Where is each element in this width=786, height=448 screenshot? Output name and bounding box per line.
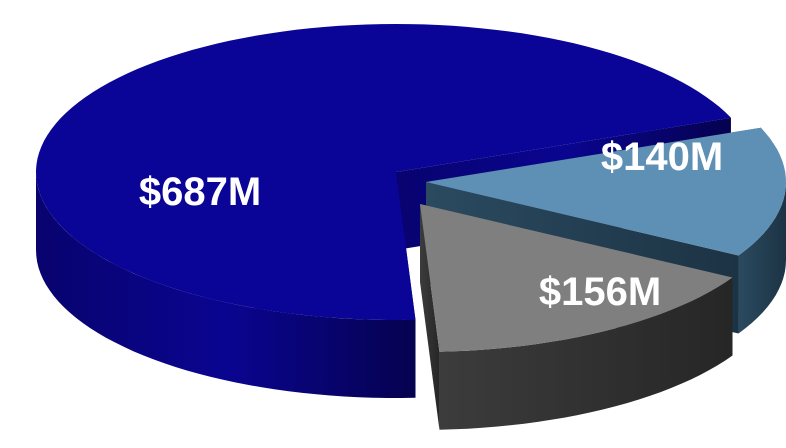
pie-slice-1 — [426, 127, 786, 256]
slice-label-0: $687M — [139, 170, 261, 214]
slice-2-cut-wall-end — [420, 204, 440, 430]
slice-2-side-0 — [439, 277, 733, 430]
slice-0-side-0 — [36, 172, 416, 398]
slice-label-1: $140M — [601, 135, 723, 179]
slice-group-2 — [420, 204, 733, 430]
slice-1-side-0 — [738, 182, 786, 334]
pie-slice-2 — [420, 204, 733, 352]
slice-label-2: $156M — [539, 270, 661, 314]
pie-slice-0 — [36, 24, 731, 320]
